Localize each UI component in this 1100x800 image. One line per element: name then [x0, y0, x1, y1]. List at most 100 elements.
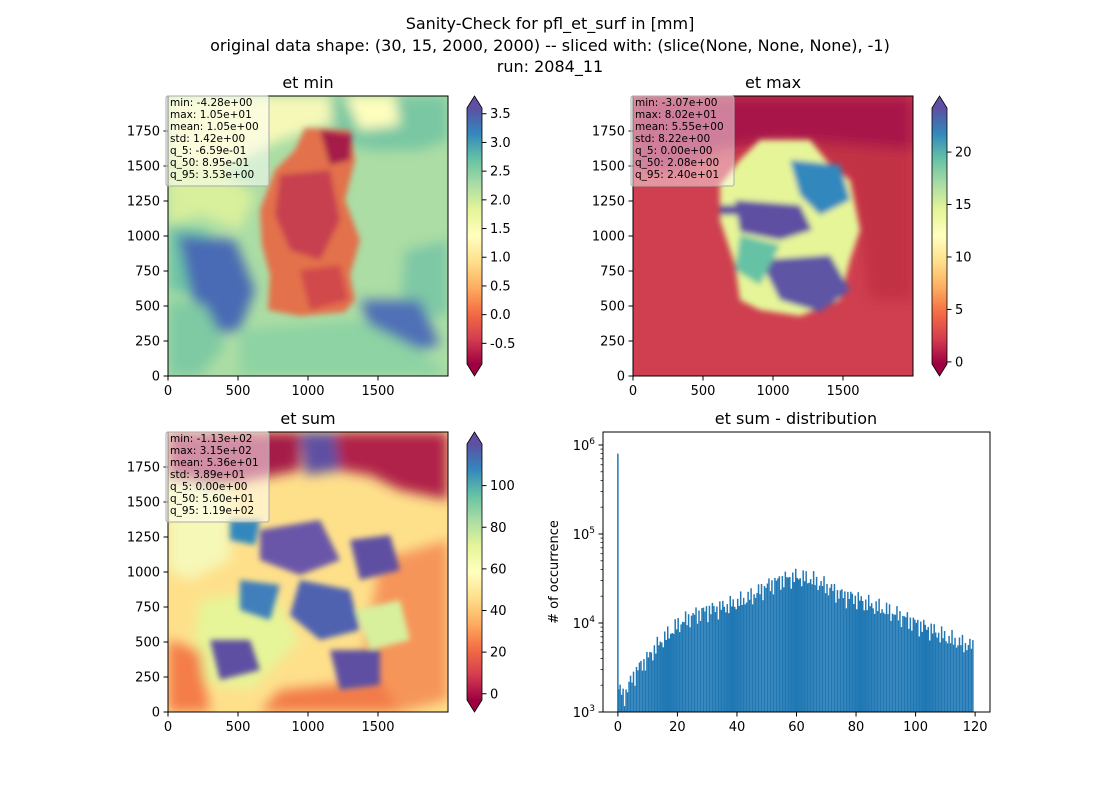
stats-line: std: 1.42e+00: [170, 133, 245, 145]
histogram-bar: [745, 602, 748, 712]
histogram-bar: [671, 632, 673, 712]
histogram-bar: [765, 587, 767, 712]
histogram-bar: [899, 611, 901, 712]
histogram-bar: [619, 684, 621, 712]
histogram-bar: [713, 605, 715, 712]
histogram-bar: [863, 610, 865, 712]
y-tick-label: 250: [600, 335, 625, 350]
histogram-bar: [897, 620, 900, 712]
histogram-bar: [686, 625, 688, 712]
histogram-bar: [835, 602, 837, 712]
histogram-bar: [884, 614, 886, 712]
histogram-bar: [912, 617, 915, 712]
histogram-bar: [652, 660, 654, 712]
x-axis: 0 500 1000 1500: [164, 712, 395, 735]
histogram-bar: [896, 606, 898, 712]
histogram-bar: [723, 606, 726, 712]
panel-et-max: et max 0 500 1000 15 0: [592, 73, 972, 399]
stats-line: min: -4.28e+00: [170, 97, 252, 109]
x-tick-label: 60: [788, 720, 805, 735]
histogram-bar: [792, 572, 794, 712]
histogram-bar: [705, 606, 708, 712]
stats-line: q_5: 0.00e+00: [635, 145, 712, 157]
histogram-bar: [806, 583, 809, 712]
histogram-bar: [930, 623, 932, 712]
heatmap-image: [168, 432, 448, 712]
histogram-bar: [934, 632, 937, 712]
histogram-bar: [829, 587, 831, 712]
histogram-bar: [848, 598, 851, 712]
x-tick-label: 500: [226, 720, 251, 735]
stats-line: q_50: 8.95e-01: [170, 157, 249, 169]
x-tick-label: 40: [729, 720, 746, 735]
y-tick-label: 0: [152, 370, 160, 385]
histogram-bar: [948, 635, 950, 712]
stats-line: q_50: 5.60e+01: [170, 493, 254, 505]
histogram-bar: [738, 605, 740, 712]
histogram-bar: [915, 622, 918, 712]
histogram-bar: [909, 617, 912, 712]
histogram-bar: [701, 608, 703, 712]
histogram-bar: [728, 613, 730, 712]
histogram-bar: [664, 631, 666, 712]
histogram-bar: [902, 615, 904, 712]
histogram-bar: [742, 597, 745, 712]
histogram-bar: [780, 589, 782, 712]
colorbar-tick-label: 3.5: [490, 107, 511, 122]
histogram-bar: [869, 606, 871, 712]
y-tick-label: 500: [600, 300, 625, 315]
histogram-bar: [643, 659, 645, 712]
figure-title-line-3: run: 2084_11: [497, 57, 603, 77]
y-tick-label: 1750: [127, 461, 160, 476]
y-tick-label: 103: [573, 704, 595, 721]
histogram-bar: [665, 639, 668, 712]
histogram-bar: [931, 633, 934, 712]
histogram-bar: [751, 604, 754, 712]
histogram-bar: [659, 641, 662, 712]
histogram-bar: [760, 583, 763, 712]
histogram-bar: [885, 602, 888, 712]
y-tick-label: 1250: [592, 195, 625, 210]
histogram-bar: [757, 584, 760, 712]
histogram-bar: [924, 624, 926, 712]
histogram-bar: [873, 613, 876, 712]
histogram-bar: [814, 585, 816, 712]
histogram-bar: [824, 593, 827, 712]
panel-et-sum: et sum: [127, 409, 515, 735]
histogram-bar: [669, 633, 672, 712]
figure-title-line-1: Sanity-Check for pfl_et_surf in [mm]: [406, 14, 695, 34]
colorbar-tick-label: 3.0: [490, 136, 511, 151]
colorbar-tick-label: 80: [490, 521, 507, 536]
histogram-bar: [731, 606, 733, 712]
histogram-bar: [853, 603, 855, 712]
y-tick-label: 105: [573, 526, 595, 543]
y-tick-label: 1750: [127, 125, 160, 140]
heatmap-image: [633, 96, 913, 376]
panel-et-min: et min: [127, 73, 515, 399]
y-axis-label: # of occurrence: [547, 520, 562, 624]
y-tick-label: 750: [135, 601, 160, 616]
y-tick-label: 1500: [127, 496, 160, 511]
histogram-bar: [808, 582, 810, 712]
x-tick-label: 20: [669, 720, 686, 735]
histogram-bar: [693, 614, 696, 712]
colorbar-tick-label: 0: [490, 687, 498, 702]
y-tick-label: 0: [152, 706, 160, 721]
y-axis: 0 250 500 750 1000 1250 1500 1750: [127, 461, 168, 721]
histogram-bar: [960, 645, 962, 712]
histogram-bar: [655, 653, 657, 712]
stats-box: min: -1.13e+02 max: 3.15e+02 mean: 5.36e…: [165, 431, 270, 523]
histogram-bar: [778, 576, 781, 712]
histogram-bar: [635, 666, 638, 712]
colorbar: 0 5 10 15 20: [931, 95, 972, 377]
histogram-bar: [626, 692, 629, 712]
histogram-bar: [649, 651, 651, 712]
y-tick-label: 1000: [127, 230, 160, 245]
histogram-bar: [741, 604, 743, 712]
histogram-bar: [680, 624, 682, 712]
colorbar-tick-label: 0: [955, 355, 963, 370]
histogram-bar: [927, 626, 929, 712]
histogram-bar: [954, 637, 956, 712]
colorbar-tick-label: 40: [490, 604, 507, 619]
